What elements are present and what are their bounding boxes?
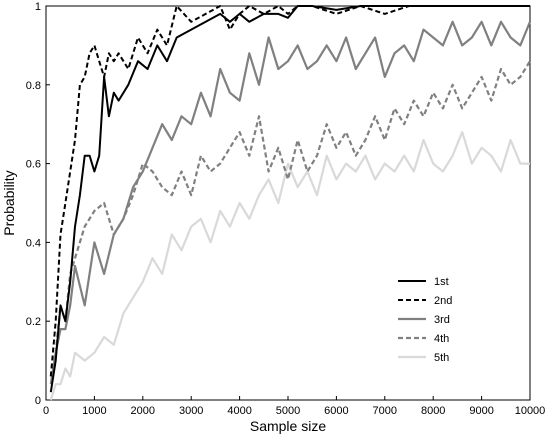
series-line-4th: [49, 60, 531, 377]
legend: 1st 2nd 3rd 4th 5th: [398, 276, 452, 364]
y-tick-label: 0.4: [26, 237, 41, 249]
x-axis: 0 1000 2000 3000 4000 5000 6000 7000 8000 9000 100…: [43, 396, 545, 417]
legend-label-4th: 4th: [434, 333, 449, 345]
x-tick-label: 8000: [421, 405, 445, 417]
x-tick-label: 4000: [227, 405, 251, 417]
legend-label-2nd: 2nd: [434, 295, 452, 307]
y-tick-label: 1: [35, 1, 41, 13]
series-layer: [49, 5, 532, 401]
x-tick-label: 9000: [469, 405, 493, 417]
series-line-2nd: [49, 5, 410, 377]
x-tick-label: 3000: [179, 405, 203, 417]
x-tick-label: 6000: [324, 405, 348, 417]
x-tick-label: 1000: [82, 405, 106, 417]
plot-area-frame: [45, 5, 531, 401]
x-tick-label: 0: [43, 405, 49, 417]
x-tick-label: 2000: [131, 405, 155, 417]
series-line-1st: [49, 5, 530, 393]
legend-label-5th: 5th: [434, 352, 449, 364]
x-axis-title: Sample size: [250, 418, 326, 434]
y-axis: 0 0.2 0.4 0.6 0.8 1: [26, 1, 50, 407]
x-tick-label: 5000: [276, 405, 300, 417]
y-tick-label: 0.6: [26, 159, 41, 171]
series-line-3rd: [49, 20, 532, 385]
y-tick-label: 0.8: [26, 80, 41, 92]
legend-label-3rd: 3rd: [434, 314, 450, 326]
x-tick-label: 7000: [373, 405, 397, 417]
legend-label-1st: 1st: [434, 276, 449, 288]
y-axis-title: Probability: [1, 170, 17, 235]
y-tick-label: 0: [35, 395, 41, 407]
y-tick-label: 0.2: [26, 316, 41, 328]
x-tick-label: 10000: [515, 405, 545, 417]
series-line-5th: [49, 131, 530, 401]
